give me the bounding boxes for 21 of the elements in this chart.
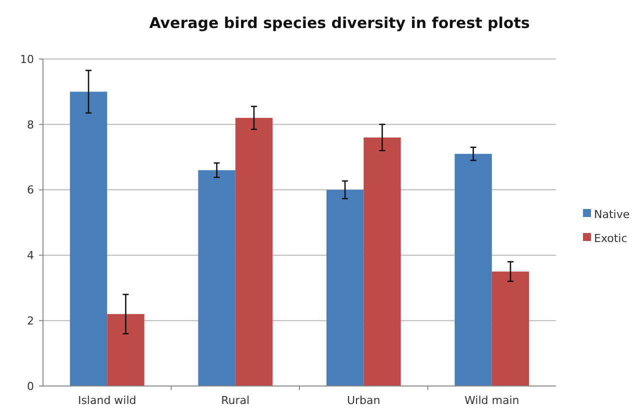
legend-label: Exotic (594, 232, 628, 245)
x-tick-label: Island wild (78, 394, 136, 407)
x-tick-label: Wild main (464, 394, 520, 407)
bar (107, 314, 144, 386)
x-tick-label: Rural (221, 394, 250, 407)
bar (70, 92, 108, 386)
bar (198, 170, 236, 386)
y-tick-label: 0 (27, 380, 34, 393)
bar (364, 137, 401, 386)
bar (454, 154, 492, 386)
y-tick-label: 2 (27, 314, 34, 328)
legend-label: Native (594, 208, 630, 221)
chart-title: Average bird species diversity in forest plots (149, 14, 530, 32)
y-tick-label: 4 (27, 249, 34, 262)
x-tick-label: Urban (346, 394, 380, 407)
bar (492, 272, 530, 386)
bar (235, 118, 273, 386)
bar (326, 190, 364, 386)
y-tick-label: 10 (20, 52, 34, 66)
y-tick-label: 6 (27, 184, 34, 197)
y-tick-label: 8 (27, 118, 34, 132)
